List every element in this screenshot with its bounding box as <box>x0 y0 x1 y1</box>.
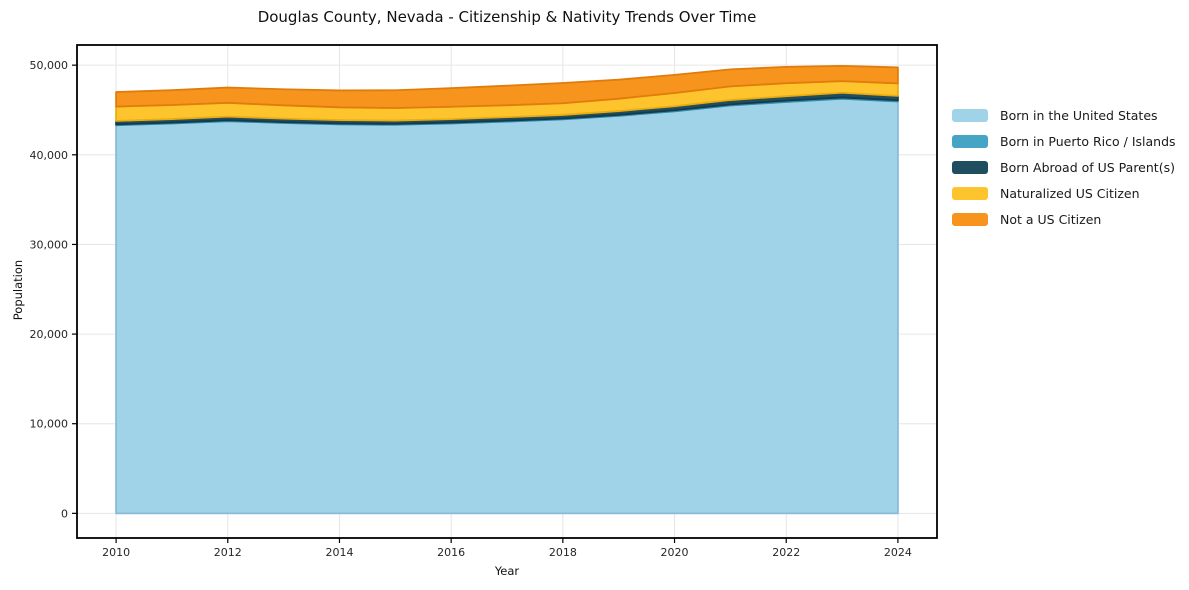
x-tick-label: 2020 <box>661 546 689 559</box>
x-tick-label: 2018 <box>549 546 577 559</box>
legend-label: Naturalized US Citizen <box>1000 185 1140 201</box>
legend-swatch <box>952 134 988 148</box>
x-axis-label: Year <box>494 564 520 578</box>
y-tick-label: 10,000 <box>30 418 69 431</box>
legend-label: Born in Puerto Rico / Islands <box>1000 133 1176 149</box>
legend-label: Born in the United States <box>1000 107 1158 123</box>
legend-swatch <box>952 160 988 174</box>
y-tick-label: 20,000 <box>30 328 69 341</box>
legend: Born in the United States Born in Puerto … <box>952 102 1176 232</box>
x-tick-label: 2014 <box>325 546 353 559</box>
chart-title: Douglas County, Nevada - Citizenship & N… <box>257 8 757 26</box>
legend-swatch <box>952 186 988 200</box>
y-tick-label: 30,000 <box>30 238 69 251</box>
plot-border <box>76 44 938 539</box>
legend-item: Born Abroad of US Parent(s) <box>952 154 1176 180</box>
legend-item: Born in the United States <box>952 102 1176 128</box>
x-tick-label: 2016 <box>437 546 465 559</box>
legend-swatch <box>952 212 988 226</box>
legend-label: Not a US Citizen <box>1000 211 1102 227</box>
y-tick-label: 50,000 <box>30 59 69 72</box>
y-tick-label: 40,000 <box>30 149 69 162</box>
legend-swatch <box>952 108 988 122</box>
legend-item: Born in Puerto Rico / Islands <box>952 128 1176 154</box>
y-axis-label: Population <box>11 259 25 321</box>
legend-label: Born Abroad of US Parent(s) <box>1000 159 1175 175</box>
legend-item: Not a US Citizen <box>952 206 1176 232</box>
area-band-1 <box>115 97 899 515</box>
x-tick-label: 2024 <box>884 546 912 559</box>
x-tick-label: 2010 <box>102 546 130 559</box>
x-tick-label: 2022 <box>772 546 800 559</box>
area-band-5 <box>115 64 899 109</box>
legend-item: Naturalized US Citizen <box>952 180 1176 206</box>
y-tick-label: 0 <box>61 507 68 520</box>
x-tick-label: 2012 <box>214 546 242 559</box>
